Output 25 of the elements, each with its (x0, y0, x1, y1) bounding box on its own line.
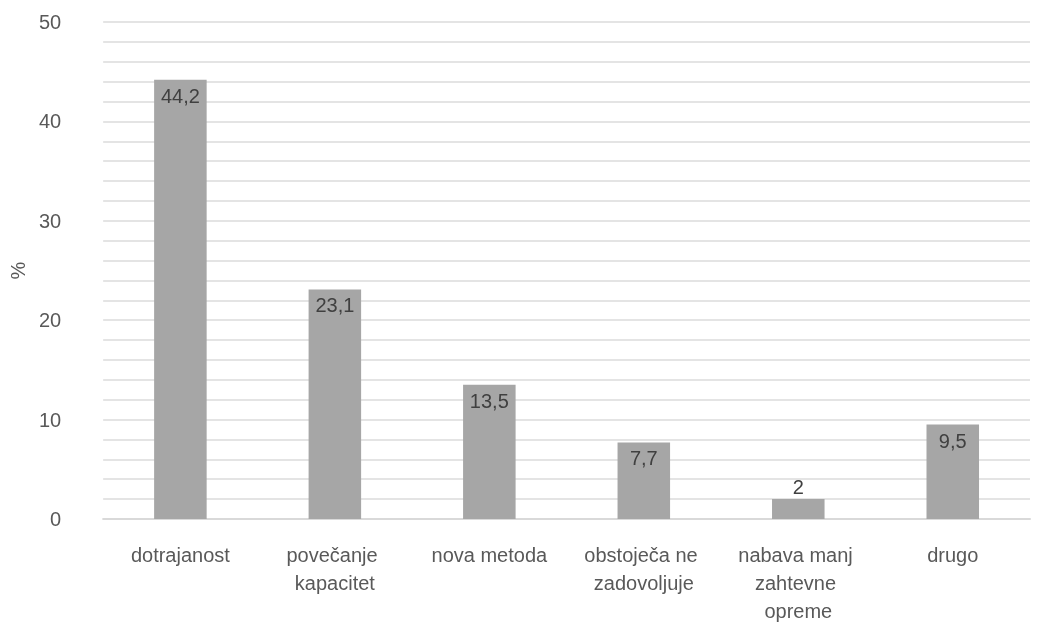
y-tick-label: 50 (38, 11, 62, 33)
data-label: 9,5 (938, 429, 967, 452)
data-label: 13,5 (469, 389, 509, 412)
x-tick-label: dotrajanost (130, 544, 231, 566)
bar (772, 499, 825, 519)
x-tick-label: drugo (927, 544, 979, 566)
bar (463, 384, 516, 519)
y-tick-label: 30 (38, 209, 62, 232)
bar (308, 289, 362, 519)
data-label: 2 (792, 476, 804, 499)
x-tick-label: nova metoda (431, 544, 549, 566)
bar (154, 79, 207, 519)
data-label: 7,7 (629, 447, 658, 470)
y-tick-label: 0 (50, 508, 62, 530)
data-label: 23,1 (315, 294, 355, 317)
bar (617, 442, 671, 519)
y-tick-label: 40 (38, 110, 62, 133)
bar (926, 424, 980, 519)
x-tick-label: povečanje kapacitet (286, 544, 384, 594)
x-tick-label: nabava manj zahtevne opreme (738, 544, 859, 622)
y-tick-label: 20 (38, 309, 62, 332)
y-tick-label: 10 (38, 408, 62, 431)
x-tick-label: obstoječa ne zadovoljuje (584, 544, 704, 594)
data-label: 44,2 (160, 84, 200, 107)
y-axis-title: % (7, 261, 29, 280)
